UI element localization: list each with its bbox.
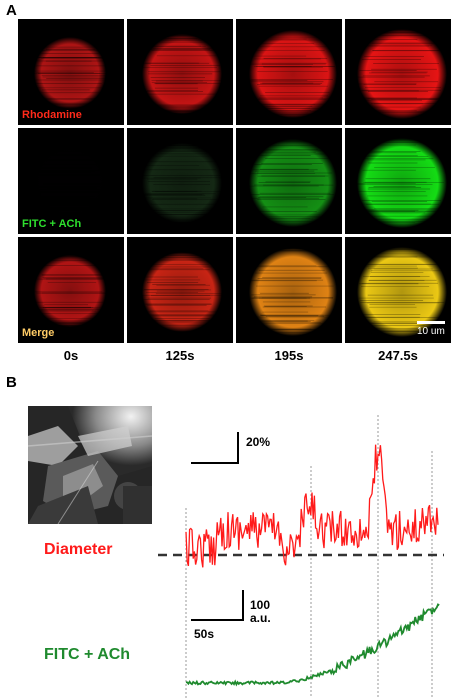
diameter-scale-label: 20% [246, 435, 271, 449]
micrograph-tile [236, 19, 342, 125]
fitc-trace-label: FITC + ACh [44, 646, 131, 663]
diameter-trace [185, 444, 439, 568]
time-label-2: 195s [274, 348, 304, 363]
time-label-3: 247.5s [378, 348, 418, 363]
micrograph-tile [127, 128, 233, 234]
channel-label: Rhodamine [22, 109, 82, 121]
channel-label: Merge [22, 327, 55, 339]
diameter-scale-bar [191, 432, 239, 464]
micrograph-tile: 10 um [345, 237, 451, 343]
scale-bar [417, 321, 445, 324]
diameter-label: Diameter [44, 541, 113, 558]
fitc-scale-unit: a.u. [250, 611, 271, 625]
fitc-scale-value: 100 [250, 598, 271, 612]
time-label-0: 0s [63, 348, 79, 363]
preparation-photo [28, 406, 152, 524]
panel-b-letter: B [6, 374, 17, 391]
fitc-trace [185, 603, 440, 687]
scale-bar-label: 10 um [417, 326, 445, 337]
micrograph-tile [236, 237, 342, 343]
micrograph-tile: FITC + ACh [18, 128, 124, 234]
time-scale-label: 50s [194, 627, 215, 641]
micrograph-tile: Rhodamine [18, 19, 124, 125]
micrograph-tile [345, 19, 451, 125]
fitc-time-scale-bar [191, 590, 244, 621]
channel-label: FITC + ACh [22, 218, 82, 230]
micrograph-tile: Merge [18, 237, 124, 343]
time-label-1: 125s [165, 348, 195, 363]
micrograph-tile [127, 237, 233, 343]
micrograph-tile [127, 19, 233, 125]
micrograph-tile [345, 128, 451, 234]
panel-a-letter: A [6, 2, 17, 19]
micrograph-tile [236, 128, 342, 234]
